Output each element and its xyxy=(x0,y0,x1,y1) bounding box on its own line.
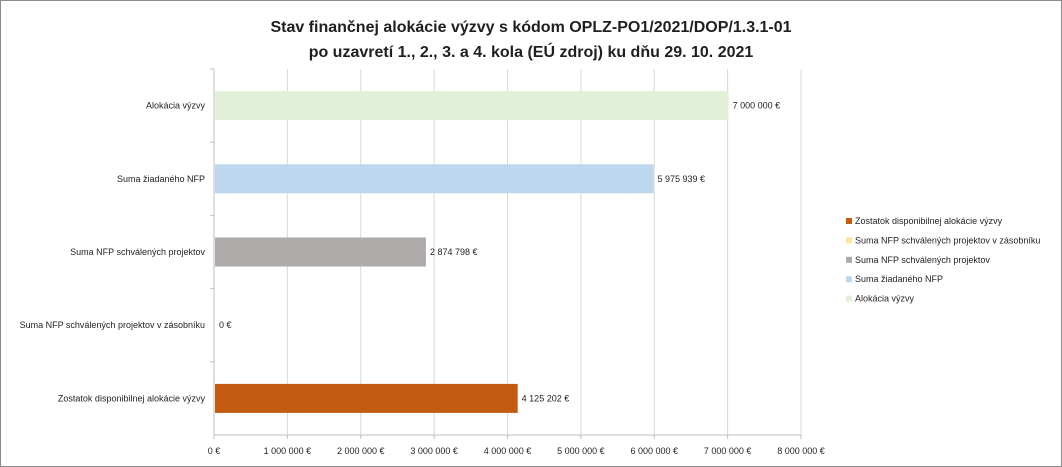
category-label: Suma NFP schválených projektov xyxy=(70,247,205,257)
legend-swatch xyxy=(846,276,852,283)
data-label: 4 125 202 € xyxy=(522,393,570,403)
x-tick-label: 2 000 000 € xyxy=(337,446,385,456)
x-tick-label: 3 000 000 € xyxy=(410,446,458,456)
legend-label: Suma žiadaného NFP xyxy=(855,274,943,284)
chart-title-line1: Stav finančnej alokácie výzvy s kódom OP… xyxy=(270,19,792,36)
x-tick-label: 5 000 000 € xyxy=(557,446,605,456)
data-label: 5 975 939 € xyxy=(657,174,705,184)
bar xyxy=(215,164,654,194)
category-label: Alokácia výzvy xyxy=(146,101,206,111)
category-label: Suma NFP schválených projektov v zásobní… xyxy=(20,320,205,330)
legend-swatch xyxy=(846,218,852,224)
legend-swatch xyxy=(846,295,852,302)
x-tick-label: 4 000 000 € xyxy=(484,446,532,456)
legend-label: Zostatok disponibilnej alokácie výzvy xyxy=(855,216,1003,226)
category-label: Suma žiadaného NFP xyxy=(117,174,205,184)
legend-swatch xyxy=(846,256,852,263)
data-label: 7 000 000 € xyxy=(733,101,781,111)
bar xyxy=(215,383,518,413)
category-label: Zostatok disponibilnej alokácie výzvy xyxy=(58,393,206,403)
data-label: 2 874 798 € xyxy=(430,247,478,257)
legend-label: Alokácia výzvy xyxy=(855,294,915,304)
x-tick-label: 7 000 000 € xyxy=(704,446,752,456)
data-label: 0 € xyxy=(219,320,232,330)
legend-swatch xyxy=(846,237,852,244)
x-tick-label: 8 000 000 € xyxy=(777,446,825,456)
legend-label: Suma NFP schválených projektov v zásobní… xyxy=(855,235,1040,245)
x-tick-label: 6 000 000 € xyxy=(630,446,678,456)
x-tick-label: 1 000 000 € xyxy=(264,446,312,456)
bar xyxy=(215,237,426,267)
x-tick-label: 0 € xyxy=(208,446,221,456)
bar xyxy=(215,91,729,121)
chart-title-line2: po uzavretí 1., 2., 3. a 4. kola (EÚ zdr… xyxy=(308,44,754,61)
legend-label: Suma NFP schválených projektov xyxy=(855,255,990,265)
